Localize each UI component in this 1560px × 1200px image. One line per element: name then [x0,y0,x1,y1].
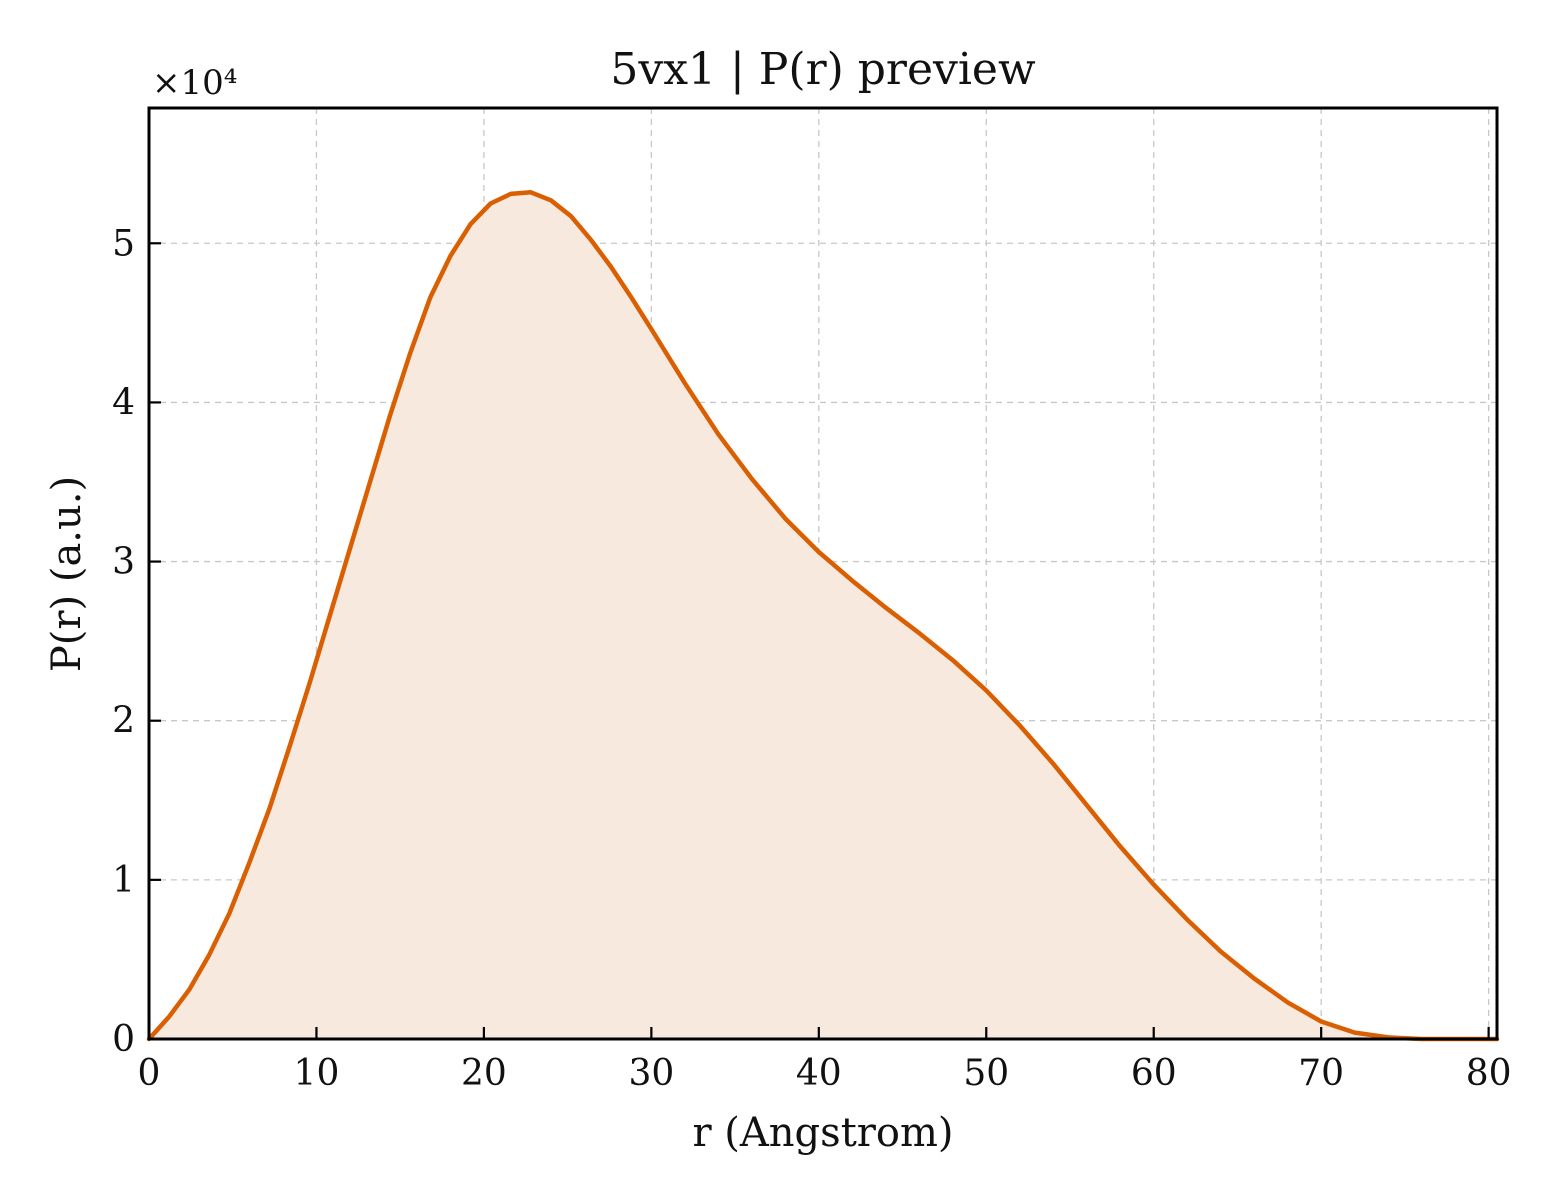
x-tick-label: 0 [138,1053,161,1094]
y-tick-label: 2 [112,701,135,742]
area-fill [149,192,1497,1040]
x-tick-label: 80 [1466,1053,1512,1094]
x-tick-label: 10 [294,1053,340,1094]
y-tick-label: 0 [112,1019,135,1060]
x-tick-label: 50 [963,1053,1009,1094]
y-tick-label: 1 [112,860,135,901]
series-line [146,190,1500,1042]
x-tick-label: 40 [796,1053,842,1094]
y-axis-label: P(r) (a.u.) [44,476,90,672]
axis-ticks [147,242,1490,1041]
y-axis-multiplier: ×10⁴ [152,63,237,103]
x-tick-label: 20 [461,1053,507,1094]
x-tick-label: 60 [1131,1053,1177,1094]
x-tick-label: 70 [1298,1053,1344,1094]
plot-frame [147,106,1499,1041]
axis-tick-labels: 0 10 20 30 40 50 60 70 80 0 1 2 3 4 5 [112,223,1511,1094]
x-axis-label: r (Angstrom) [692,1110,953,1156]
y-tick-label: 5 [112,223,135,264]
chart-title: 5vx1 | P(r) preview [610,44,1036,95]
y-tick-label: 4 [112,382,135,423]
x-tick-label: 30 [628,1053,674,1094]
y-tick-label: 3 [112,542,135,583]
